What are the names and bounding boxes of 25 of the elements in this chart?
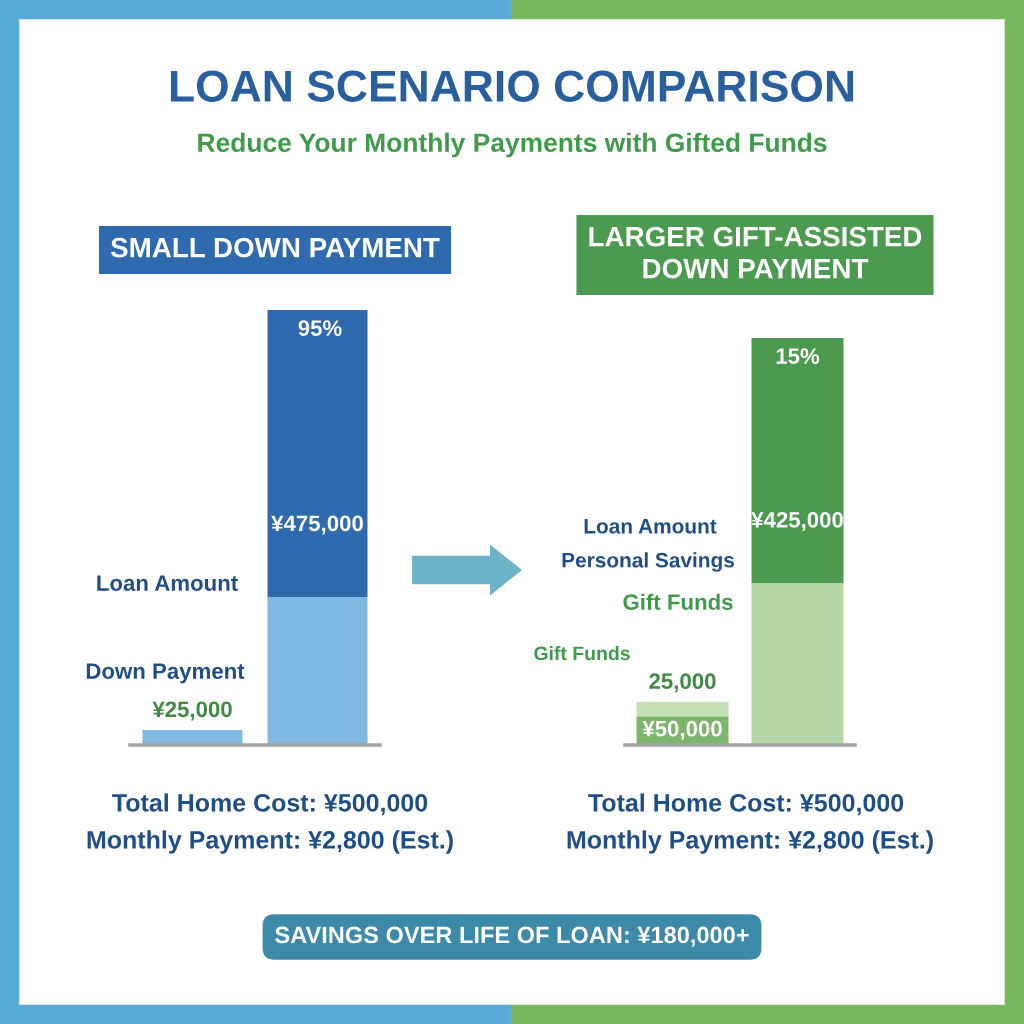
chart-title: LARGER GIFT-ASSISTED DOWN PAYMENT xyxy=(589,226,922,279)
data-label: ¥50,000 xyxy=(642,720,722,740)
data-label: 25,000 xyxy=(649,673,716,693)
text: Monthly Payment: ¥2,800 (Est.) xyxy=(567,830,933,854)
annotation: Gift Funds xyxy=(534,645,630,661)
annotation: Loan Amount xyxy=(97,575,238,591)
data-label: ¥25,000 xyxy=(152,701,232,721)
text: LOAN SCENARIO COMPARISON xyxy=(170,70,854,102)
annotation: 95% xyxy=(298,320,342,336)
annotation: Personal Savings xyxy=(562,552,734,572)
chart-title: SMALL DOWN PAYMENT xyxy=(110,237,440,258)
bar xyxy=(751,338,844,584)
annotation: Gift Funds xyxy=(623,593,733,610)
annotation: 15% xyxy=(776,348,820,364)
bar xyxy=(751,583,844,745)
text: Monthly Payment: ¥2,800 (Est.) xyxy=(87,830,453,854)
data-label: ¥425,000 xyxy=(751,511,843,531)
bar xyxy=(636,701,729,717)
annotation: Down Payment xyxy=(86,663,245,684)
text: Reduce Your Monthly Payments with Gifted Funds xyxy=(198,132,827,158)
annotation: Loan Amount xyxy=(584,519,717,534)
data-label: ¥475,000 xyxy=(271,515,363,535)
text: Total Home Cost: ¥500,000 xyxy=(588,793,904,816)
text: SAVINGS OVER LIFE OF LOAN: ¥180,000+ xyxy=(275,926,749,947)
text: Total Home Cost: ¥500,000 xyxy=(112,793,428,816)
